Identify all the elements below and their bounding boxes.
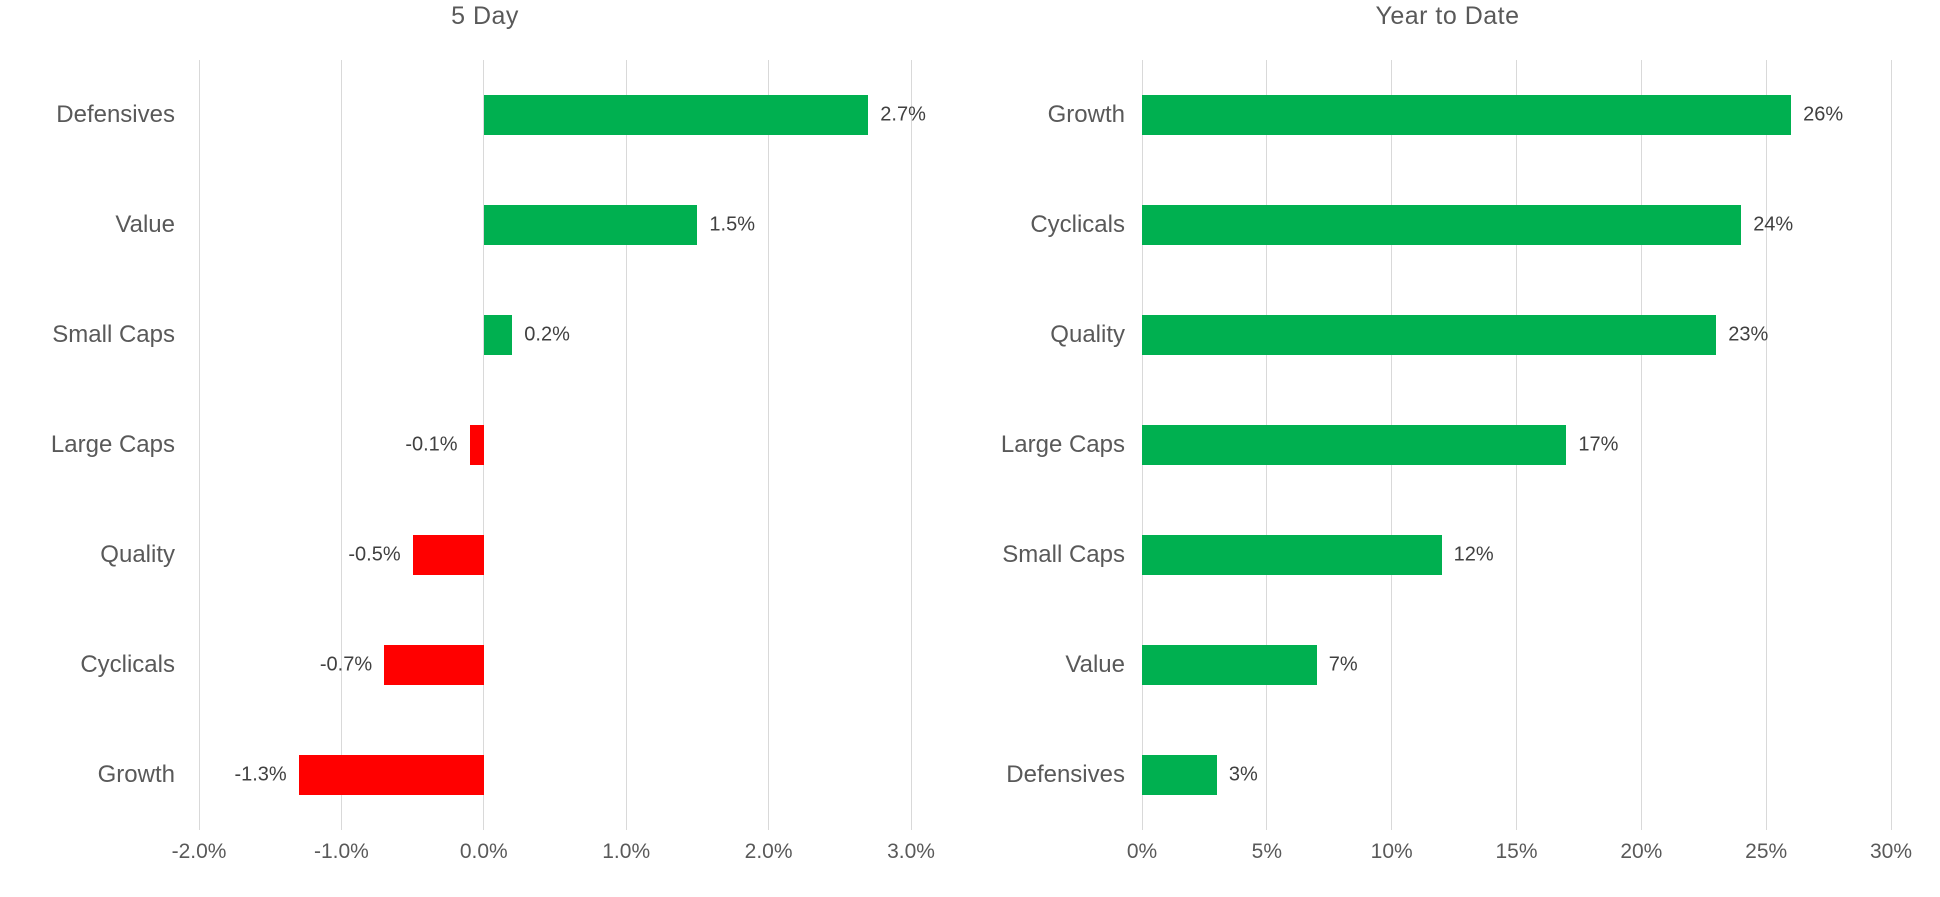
value-label-large-caps: 17% bbox=[1578, 433, 1619, 456]
value-label-growth: -1.3% bbox=[234, 763, 287, 786]
bar-value bbox=[1142, 645, 1317, 685]
bar-large-caps bbox=[1142, 425, 1567, 465]
gridline-3.0pct bbox=[910, 60, 912, 830]
value-label-defensives: 3% bbox=[1228, 763, 1258, 786]
bar-cyclicals bbox=[384, 645, 484, 685]
category-label-growth: Growth bbox=[97, 761, 175, 788]
category-label-defensives: Defensives bbox=[1006, 761, 1125, 788]
axis-tick-label: 1.0% bbox=[602, 840, 651, 863]
value-label-cyclicals: -0.7% bbox=[319, 653, 373, 676]
year-to-date-chart-title: Year to Date bbox=[1375, 2, 1520, 30]
axis-tick-label: 3.0% bbox=[887, 840, 935, 863]
value-label-small-caps: 0.2% bbox=[524, 323, 570, 346]
value-label-quality: -0.5% bbox=[348, 543, 401, 566]
category-label-value: Value bbox=[115, 211, 175, 238]
bar-growth bbox=[1142, 95, 1792, 135]
axis-tick-label: 25% bbox=[1745, 840, 1788, 863]
gridline-25pct bbox=[1765, 60, 1767, 830]
bar-defensives bbox=[483, 95, 869, 135]
value-label-small-caps: 12% bbox=[1453, 543, 1494, 566]
value-label-cyclicals: 24% bbox=[1753, 213, 1794, 236]
category-label-quality: Quality bbox=[1050, 321, 1125, 348]
category-label-cyclicals: Cyclicals bbox=[80, 651, 175, 678]
gridline-1.0pct bbox=[625, 60, 627, 830]
category-label-quality: Quality bbox=[100, 541, 175, 568]
gridline--1.0pct bbox=[340, 60, 342, 830]
bar-value bbox=[483, 205, 698, 245]
category-label-growth: Growth bbox=[1047, 101, 1125, 128]
axis-tick-label: 5% bbox=[1251, 840, 1283, 863]
category-label-value: Value bbox=[1065, 651, 1125, 678]
category-label-small-caps: Small Caps bbox=[1002, 541, 1125, 568]
bar-growth bbox=[298, 755, 484, 795]
bar-cyclicals bbox=[1142, 205, 1742, 245]
axis-tick-label: 2.0% bbox=[744, 840, 793, 863]
axis-tick-label: 30% bbox=[1869, 840, 1913, 863]
axis-tick-label: -2.0% bbox=[171, 840, 227, 863]
value-label-value: 7% bbox=[1328, 653, 1358, 676]
bar-quality bbox=[412, 535, 484, 575]
value-label-growth: 26% bbox=[1803, 103, 1844, 126]
category-label-cyclicals: Cyclicals bbox=[1030, 211, 1125, 238]
axis-tick-label: 20% bbox=[1620, 840, 1663, 863]
bar-quality bbox=[1142, 315, 1717, 355]
axis-tick-label: -1.0% bbox=[313, 840, 369, 863]
bar-large-caps bbox=[469, 425, 484, 465]
category-label-large-caps: Large Caps bbox=[50, 431, 175, 458]
value-label-large-caps: -0.1% bbox=[405, 433, 458, 456]
bar-small-caps bbox=[1142, 535, 1442, 575]
value-label-defensives: 2.7% bbox=[880, 103, 926, 126]
bar-defensives bbox=[1142, 755, 1217, 795]
gridline-20pct bbox=[1640, 60, 1642, 830]
value-label-quality: 23% bbox=[1728, 323, 1769, 346]
axis-tick-label: 15% bbox=[1495, 840, 1538, 863]
gridline-2.0pct bbox=[768, 60, 770, 830]
five-day-chart-title: 5 Day bbox=[451, 2, 519, 30]
category-label-small-caps: Small Caps bbox=[52, 321, 175, 348]
axis-tick-label: 10% bbox=[1370, 840, 1413, 863]
gridline-30pct bbox=[1890, 60, 1892, 830]
category-label-large-caps: Large Caps bbox=[1000, 431, 1125, 458]
category-label-defensives: Defensives bbox=[56, 101, 175, 128]
gridline-0.0pct bbox=[483, 60, 485, 830]
value-label-value: 1.5% bbox=[709, 213, 755, 236]
axis-tick-label: 0.0% bbox=[459, 840, 508, 863]
bar-small-caps bbox=[483, 315, 513, 355]
axis-tick-label: 0% bbox=[1126, 840, 1158, 863]
gridline--2.0pct bbox=[198, 60, 200, 830]
